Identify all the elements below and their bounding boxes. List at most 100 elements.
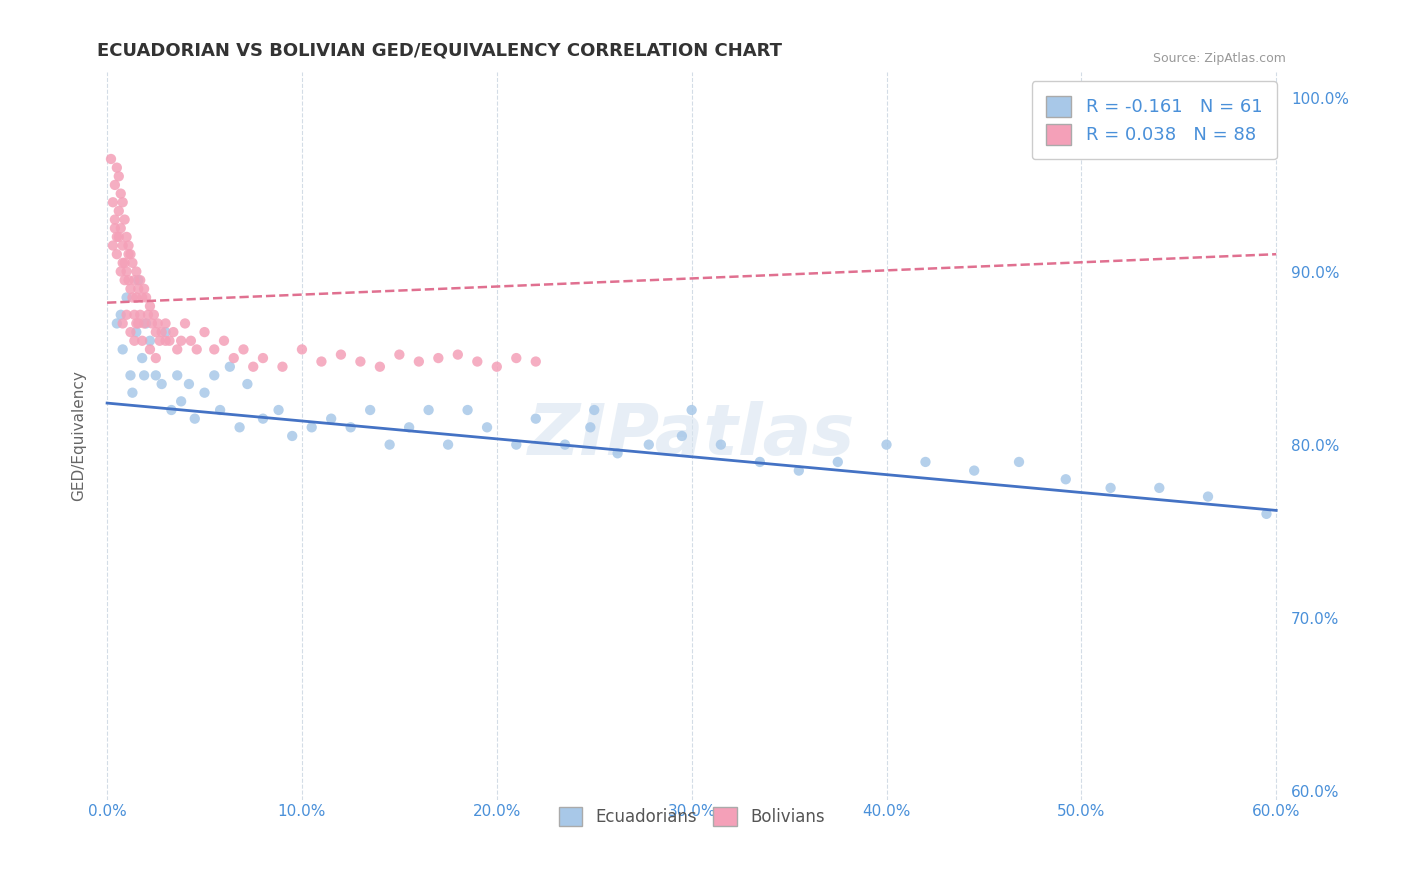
- Point: [107, 230, 129, 244]
- Point: [963, 464, 986, 478]
- Point: [418, 403, 440, 417]
- Point: [637, 437, 659, 451]
- Point: [202, 343, 225, 357]
- Point: [232, 343, 254, 357]
- Point: [437, 437, 460, 451]
- Point: [155, 317, 177, 331]
- Point: [914, 455, 936, 469]
- Point: [105, 230, 128, 244]
- Point: [110, 308, 132, 322]
- Point: [1256, 507, 1278, 521]
- Point: [281, 429, 304, 443]
- Point: [101, 238, 124, 252]
- Point: [166, 343, 188, 357]
- Point: [121, 385, 143, 400]
- Point: [339, 420, 361, 434]
- Point: [107, 203, 129, 218]
- Point: [115, 290, 138, 304]
- Point: [125, 264, 148, 278]
- Point: [388, 348, 411, 362]
- Point: [120, 368, 142, 383]
- Point: [606, 446, 628, 460]
- Point: [748, 455, 770, 469]
- Point: [105, 317, 128, 331]
- Point: [155, 325, 177, 339]
- Text: ECUADORIAN VS BOLIVIAN GED/EQUIVALENCY CORRELATION CHART: ECUADORIAN VS BOLIVIAN GED/EQUIVALENCY C…: [97, 42, 782, 60]
- Point: [121, 290, 143, 304]
- Point: [228, 420, 250, 434]
- Point: [135, 317, 157, 331]
- Point: [583, 403, 606, 417]
- Point: [115, 230, 138, 244]
- Point: [1008, 455, 1031, 469]
- Point: [1099, 481, 1122, 495]
- Point: [524, 354, 547, 368]
- Point: [242, 359, 264, 374]
- Point: [485, 359, 508, 374]
- Point: [475, 420, 498, 434]
- Point: [1197, 490, 1219, 504]
- Point: [209, 403, 232, 417]
- Point: [505, 351, 527, 365]
- Point: [127, 282, 149, 296]
- Point: [160, 403, 183, 417]
- Point: [131, 351, 153, 365]
- Point: [252, 411, 274, 425]
- Point: [139, 343, 162, 357]
- Point: [427, 351, 450, 365]
- Point: [349, 354, 371, 368]
- Point: [134, 282, 156, 296]
- Point: [146, 317, 169, 331]
- Point: [105, 247, 128, 261]
- Point: [218, 359, 240, 374]
- Point: [111, 343, 134, 357]
- Point: [398, 420, 420, 434]
- Point: [579, 420, 602, 434]
- Point: [114, 212, 136, 227]
- Point: [368, 359, 391, 374]
- Point: [193, 325, 215, 339]
- Point: [117, 238, 139, 252]
- Point: [135, 290, 157, 304]
- Point: [131, 334, 153, 348]
- Point: [115, 308, 138, 322]
- Point: [291, 343, 314, 357]
- Point: [180, 334, 202, 348]
- Y-axis label: GED/Equivalency: GED/Equivalency: [72, 370, 86, 501]
- Point: [127, 317, 149, 331]
- Point: [505, 437, 527, 451]
- Point: [252, 351, 274, 365]
- Point: [125, 317, 148, 331]
- Point: [114, 256, 136, 270]
- Point: [329, 348, 352, 362]
- Legend: Ecuadorians, Bolivians: Ecuadorians, Bolivians: [550, 799, 834, 835]
- Point: [145, 325, 167, 339]
- Point: [267, 403, 290, 417]
- Point: [212, 334, 235, 348]
- Point: [120, 247, 142, 261]
- Point: [111, 256, 134, 270]
- Point: [193, 385, 215, 400]
- Point: [125, 290, 148, 304]
- Point: [174, 317, 197, 331]
- Point: [554, 437, 576, 451]
- Point: [271, 359, 294, 374]
- Point: [141, 317, 163, 331]
- Point: [125, 325, 148, 339]
- Point: [827, 455, 849, 469]
- Point: [1149, 481, 1171, 495]
- Point: [110, 264, 132, 278]
- Point: [104, 178, 127, 192]
- Point: [202, 368, 225, 383]
- Point: [184, 411, 207, 425]
- Point: [111, 317, 134, 331]
- Point: [236, 377, 259, 392]
- Point: [104, 212, 127, 227]
- Point: [710, 437, 733, 451]
- Point: [114, 273, 136, 287]
- Point: [671, 429, 693, 443]
- Point: [100, 152, 122, 166]
- Point: [105, 161, 128, 175]
- Point: [139, 334, 162, 348]
- Point: [124, 308, 146, 322]
